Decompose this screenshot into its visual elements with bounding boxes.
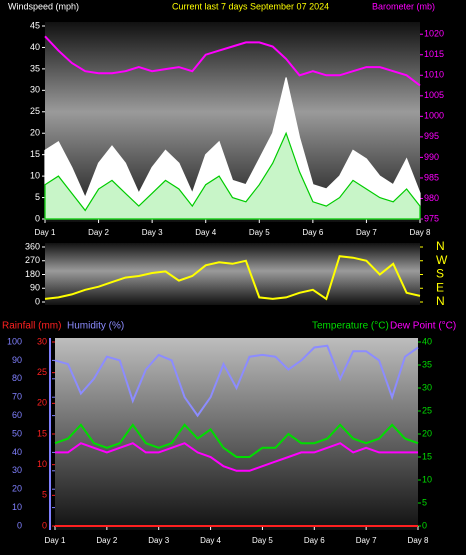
y-tick-label: 360 bbox=[25, 241, 40, 251]
y-tick-label: 5 bbox=[42, 490, 47, 500]
line bbox=[44, 255, 421, 301]
x-tick-label: Day 7 bbox=[356, 536, 377, 545]
panel-bg bbox=[45, 243, 420, 305]
area bbox=[44, 131, 421, 220]
y2-tick-label: 30 bbox=[422, 382, 432, 392]
y-tick-label: 180 bbox=[25, 269, 40, 279]
x-tick-label: Day 4 bbox=[195, 228, 216, 237]
y2-tick-label: 1015 bbox=[424, 49, 444, 59]
y3-tick-label: 30 bbox=[12, 465, 22, 475]
x-tick-label: Day 6 bbox=[304, 536, 325, 545]
y2-tick-label: 5 bbox=[422, 497, 427, 507]
x-tick-label: Day 2 bbox=[88, 228, 109, 237]
y2-tick-label: 0 bbox=[422, 520, 427, 530]
y2-tick-label: W bbox=[436, 253, 448, 267]
x-tick-label: Day 8 bbox=[410, 228, 431, 237]
x-tick-label: Day 5 bbox=[249, 228, 270, 237]
x-tick-label: Day 1 bbox=[45, 536, 66, 545]
legend-label: Temperature (°C) bbox=[312, 321, 389, 332]
y-tick-label: 40 bbox=[30, 42, 40, 52]
y2-tick-label: 1000 bbox=[424, 111, 444, 121]
y3-tick-label: 60 bbox=[12, 410, 22, 420]
y-tick-label: 90 bbox=[30, 283, 40, 293]
y-tick-label: 0 bbox=[35, 296, 40, 306]
y-axis-label: Windspeed (mph) bbox=[8, 1, 79, 11]
y3-tick-label: 90 bbox=[12, 355, 22, 365]
x-tick-label: Day 3 bbox=[142, 228, 163, 237]
y-tick-label: 35 bbox=[30, 63, 40, 73]
y2-tick-label: E bbox=[436, 280, 444, 294]
x-tick-label: Day 6 bbox=[302, 228, 323, 237]
y2-tick-label: 1020 bbox=[424, 29, 444, 39]
y-tick-label: 20 bbox=[37, 398, 47, 408]
y-tick-label: 15 bbox=[37, 428, 47, 438]
y2-tick-label: N bbox=[436, 239, 445, 253]
y-tick-label: 45 bbox=[30, 20, 40, 30]
line bbox=[54, 344, 419, 418]
y2-tick-label: N bbox=[436, 294, 445, 308]
y3-tick-label: 0 bbox=[17, 520, 22, 530]
line bbox=[54, 423, 419, 458]
x-tick-label: Day 1 bbox=[35, 228, 56, 237]
y2-tick-label: 40 bbox=[422, 336, 432, 346]
panel-bg bbox=[55, 338, 418, 530]
x-tick-label: Day 3 bbox=[148, 536, 169, 545]
y3-tick-label: 70 bbox=[12, 392, 22, 402]
y3-tick-label: 40 bbox=[12, 447, 22, 457]
y3-tick-label: 80 bbox=[12, 373, 22, 383]
chart-title: Current last 7 days September 07 2024 bbox=[172, 1, 329, 11]
y2-tick-label: 20 bbox=[422, 428, 432, 438]
y-tick-label: 5 bbox=[35, 192, 40, 202]
legend-label: Rainfall (mm) bbox=[2, 321, 61, 332]
x-tick-label: Day 5 bbox=[252, 536, 273, 545]
y2-tick-label: 980 bbox=[424, 193, 439, 203]
y2-tick-label: 975 bbox=[424, 213, 439, 223]
x-tick-label: Day 2 bbox=[96, 536, 117, 545]
y-tick-label: 30 bbox=[30, 85, 40, 95]
y2-tick-label: 35 bbox=[422, 359, 432, 369]
y2-tick-label: 25 bbox=[422, 405, 432, 415]
y-tick-label: 25 bbox=[37, 367, 47, 377]
x-tick-label: Day 7 bbox=[356, 228, 377, 237]
y-tick-label: 0 bbox=[35, 213, 40, 223]
y-tick-label: 20 bbox=[30, 128, 40, 138]
y2-tick-label: 995 bbox=[424, 131, 439, 141]
y3-tick-label: 100 bbox=[7, 336, 22, 346]
y3-tick-label: 20 bbox=[12, 484, 22, 494]
y2-axis-label: Barometer (mb) bbox=[372, 1, 435, 11]
y2-tick-label: 1010 bbox=[424, 70, 444, 80]
y-tick-label: 0 bbox=[42, 520, 47, 530]
y-tick-label: 10 bbox=[30, 170, 40, 180]
x-tick-label: Day 4 bbox=[200, 536, 221, 545]
y-tick-label: 270 bbox=[25, 255, 40, 265]
x-tick-label: Day 8 bbox=[408, 536, 429, 545]
y2-tick-label: 15 bbox=[422, 451, 432, 461]
y-tick-label: 10 bbox=[37, 459, 47, 469]
y3-tick-label: 50 bbox=[12, 428, 22, 438]
y2-tick-label: 990 bbox=[424, 152, 439, 162]
legend-label: Humidity (%) bbox=[67, 321, 124, 332]
y2-tick-label: 10 bbox=[422, 474, 432, 484]
y2-tick-label: S bbox=[436, 267, 444, 281]
y-tick-label: 30 bbox=[37, 336, 47, 346]
y-tick-label: 25 bbox=[30, 106, 40, 116]
line bbox=[55, 442, 418, 472]
y2-tick-label: 1005 bbox=[424, 90, 444, 100]
line bbox=[44, 35, 421, 87]
y3-tick-label: 10 bbox=[12, 502, 22, 512]
y-tick-label: 15 bbox=[30, 149, 40, 159]
y2-tick-label: 985 bbox=[424, 172, 439, 182]
legend-label: Dew Point (°C) bbox=[390, 321, 456, 332]
